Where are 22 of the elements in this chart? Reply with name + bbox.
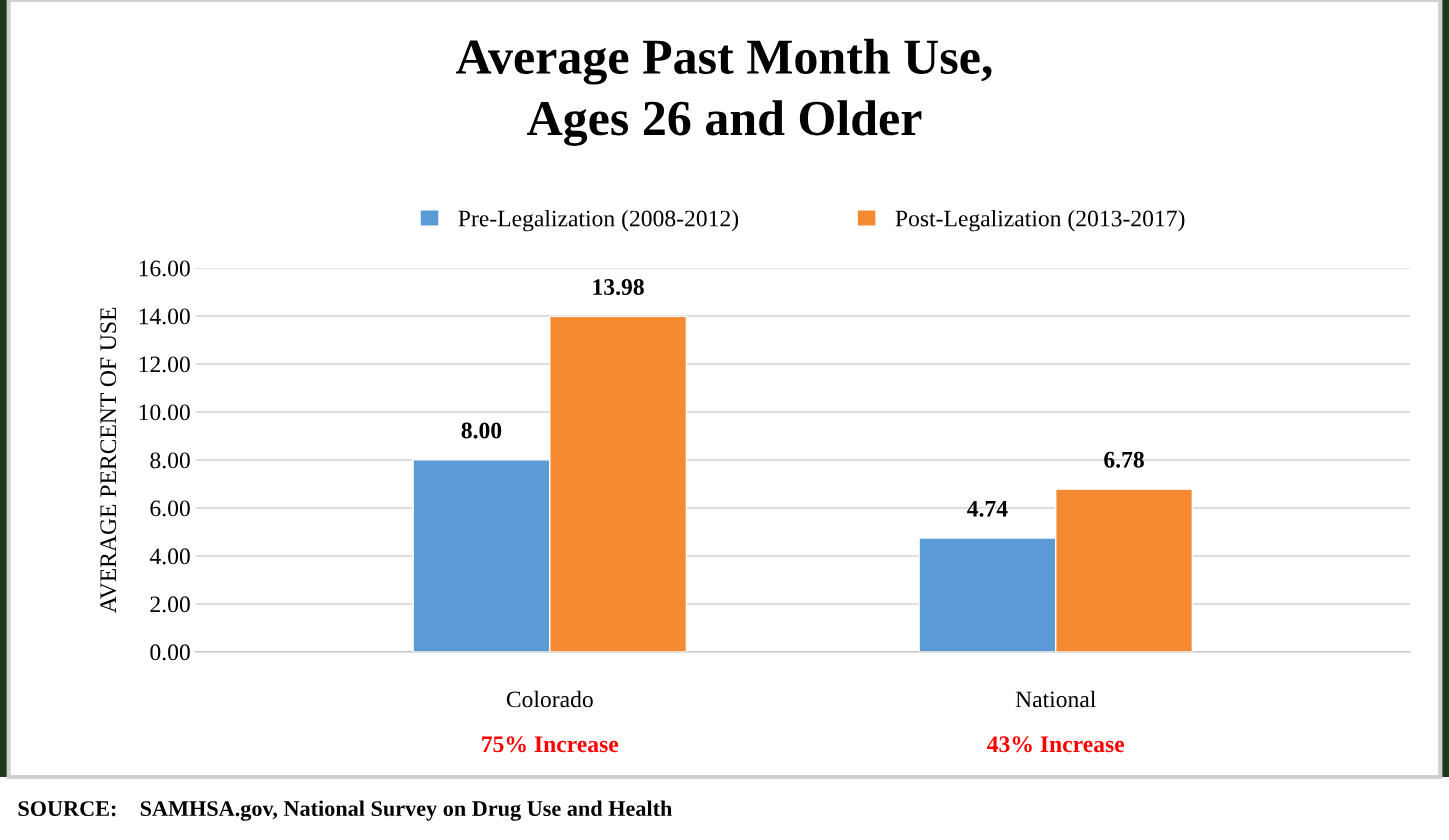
y-tick-label: 8.00 (150, 452, 190, 469)
y-tick-label: 4.00 (149, 548, 190, 565)
y-tick-label: 2.00 (150, 596, 190, 613)
x-tick-label: National (1015, 690, 1096, 708)
y-tick-label: 0.00 (150, 644, 190, 661)
chart-title: Average Past Month Use, Ages 26 and Older (456, 38, 992, 146)
y-tick-label: 6.00 (150, 500, 190, 517)
text: 8.00 (461, 422, 502, 439)
text: 4.74 (967, 500, 1008, 517)
y-tick-label: 16.00 (139, 260, 190, 277)
y-axis-title: AVERAGE PERCENT OF USE (100, 307, 117, 614)
y-tick-label: 14.00 (139, 308, 190, 325)
text: 6.78 (1104, 451, 1144, 468)
y-tick-label: 10.00 (139, 404, 190, 421)
legend-label: Pre-Legalization (2008-2012) (458, 209, 739, 232)
source-note: SOURCE: SAMHSA.gov, National Survey on Drug Use and Health (18, 800, 673, 821)
y-tick-label: 12.00 (139, 356, 190, 373)
x-tick-label: Colorado (506, 690, 593, 708)
text: 75% Increase (482, 736, 619, 753)
legend-label: Post-Legalization (2013-2017) (895, 209, 1185, 232)
text: 13.98 (593, 279, 644, 296)
text: 43% Increase (987, 736, 1125, 753)
